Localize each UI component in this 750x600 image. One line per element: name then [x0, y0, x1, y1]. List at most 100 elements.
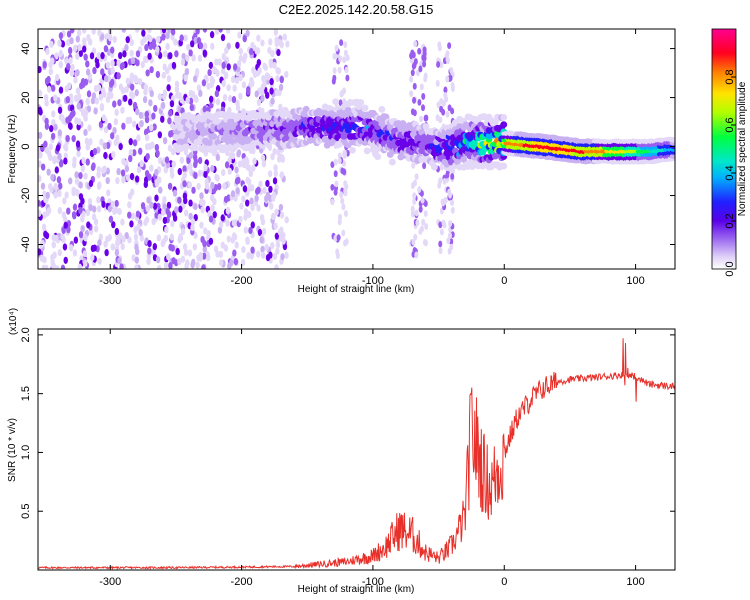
spectrogram-cell [162, 216, 168, 225]
spectrogram-cell [417, 47, 422, 55]
spectrogram-cell [96, 205, 102, 213]
spectrogram-cell [66, 38, 71, 47]
spectrogram-cell [110, 243, 115, 251]
y-tick-label: -20 [20, 188, 32, 204]
spectrogram-cell [438, 221, 443, 229]
spectrogram-cell [93, 225, 99, 233]
spectrogram-cell [103, 126, 109, 134]
spectrogram-cell [75, 95, 80, 103]
spectrogram-cell [177, 196, 182, 204]
colorbar-tick-label: 0.0 [724, 261, 736, 276]
spectrogram-cell [148, 35, 153, 43]
spectrogram-cell [361, 104, 369, 112]
spectrogram-cell [96, 171, 101, 179]
spectrogram-cell [66, 30, 72, 38]
spectrogram-cell [151, 218, 156, 226]
spectrogram-cell [168, 262, 173, 269]
spectrogram-cell [415, 219, 420, 227]
spectrogram-cell [121, 29, 127, 33]
spectrogram-cell [234, 76, 240, 85]
spectrogram-cell [411, 161, 416, 169]
spectrogram-cell [145, 134, 150, 142]
spectrogram-cell [220, 33, 226, 42]
spectrogram-cell [154, 194, 159, 202]
spectrogram-cell [147, 52, 152, 60]
spectrogram-cell [48, 143, 54, 151]
spectrogram-cell [196, 254, 201, 262]
spectrogram-cell [69, 111, 74, 119]
spectrogram-cell [75, 52, 80, 60]
spectrogram-cell [83, 128, 88, 137]
spectrogram-cell [269, 78, 274, 86]
colorbar [711, 28, 737, 270]
spectrogram-cell [256, 204, 261, 212]
spectrogram-cell [132, 139, 138, 147]
spectrogram-cell [238, 92, 243, 100]
spectrogram-cell [183, 143, 190, 150]
spectrogram-cell [256, 34, 261, 42]
spectrogram-cell [460, 156, 468, 163]
spectrogram-cell [374, 153, 382, 161]
spectrogram-cell [193, 171, 198, 180]
spectrogram-cell [127, 116, 133, 124]
spectrogram-cell [199, 192, 204, 200]
spectrogram-cell [187, 181, 193, 189]
spectrogram-cell [125, 174, 131, 182]
spectrogram-cell [124, 165, 130, 173]
spectrogram-cell [179, 156, 185, 164]
spectrogram-y-axis: -40 -20 0 20 40 [20, 42, 675, 252]
spectrogram-cell [257, 228, 263, 237]
spectrogram-cell [80, 225, 85, 233]
spectrogram-cell [120, 242, 125, 251]
spectrogram-cell [107, 233, 112, 242]
spectrogram-cell [110, 66, 115, 75]
spectrogram-cell [121, 235, 126, 243]
spectrogram-cell [208, 237, 214, 245]
spectrogram-cell [412, 192, 417, 200]
spectrogram-cell [174, 85, 180, 94]
spectrogram-cell [207, 68, 212, 77]
spectrogram-cell [78, 231, 84, 239]
spectrogram-cell [149, 90, 154, 98]
spectrogram-cell [157, 93, 163, 101]
spectrogram-cell [272, 148, 277, 156]
spectrogram-cell [61, 226, 66, 234]
spectrogram-cell [230, 190, 236, 198]
spectrogram-cell [437, 181, 442, 189]
spectrogram-cell [158, 186, 163, 194]
spectrogram-cell [41, 264, 46, 269]
spectrogram-cell [170, 148, 176, 156]
spectrogram-cell [435, 80, 440, 87]
spectrogram-cell [421, 93, 426, 100]
spectrogram-cell [279, 171, 284, 179]
spectrogram-cell [210, 181, 215, 190]
spectrogram-cell [92, 66, 97, 75]
spectrogram-cell [447, 42, 452, 50]
spectrogram-cell [344, 66, 349, 74]
spectrogram-cell [168, 52, 173, 60]
spectrogram-cell [108, 80, 114, 88]
spectrogram-cell [185, 54, 190, 62]
spectrogram-cell [193, 37, 198, 45]
spectrogram-cell [138, 111, 144, 119]
spectrogram-cell [215, 98, 221, 106]
spectrogram-cell [96, 196, 101, 204]
spectrogram-cell [222, 94, 228, 102]
spectrogram-cell [38, 65, 42, 74]
spectrogram-cell [145, 69, 150, 77]
spectrogram-cell [125, 36, 130, 44]
spectrogram-cell [140, 61, 145, 69]
spectrogram-cell [129, 49, 134, 57]
spectrogram-cell [76, 150, 81, 158]
spectrogram-cell [130, 56, 136, 65]
spectrogram-cell [441, 199, 446, 207]
x-tick-label: 100 [626, 576, 644, 588]
spectrogram-cell [345, 149, 350, 157]
spectrogram-cell [51, 110, 56, 118]
spectrogram-cell [85, 98, 90, 106]
spectrogram-cell [155, 45, 160, 54]
spectrogram-cell [235, 104, 241, 112]
spectrogram-cell [235, 41, 240, 49]
spectrogram-cell [448, 220, 453, 227]
spectrogram-cell [162, 92, 167, 101]
